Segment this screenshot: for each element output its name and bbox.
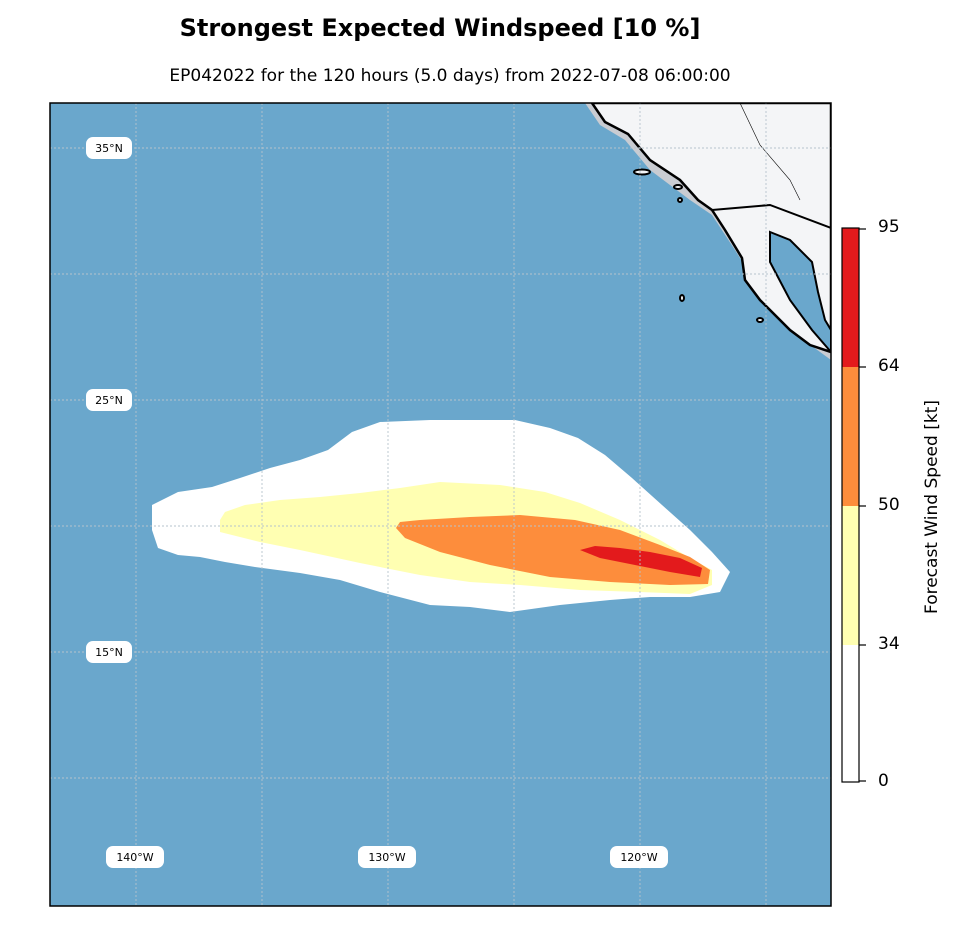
map-frame <box>49 102 832 907</box>
state-border <box>739 103 801 201</box>
graticule <box>50 103 831 906</box>
colorbar-band-64-95 <box>842 228 859 367</box>
colorbar-tick-label-64: 64 <box>878 356 900 376</box>
lon-labels: 140°W 130°W 120°W <box>106 846 668 868</box>
chart-subtitle: EP042022 for the 120 hours (5.0 days) fr… <box>169 66 731 86</box>
island <box>633 168 651 176</box>
land-us-mexico <box>590 103 831 354</box>
colorbar-tick-label-50: 50 <box>878 495 900 515</box>
lon-label-120w: 120°W <box>620 851 657 864</box>
colorbar-band-0-34 <box>842 645 859 782</box>
island <box>679 294 685 302</box>
island <box>673 184 683 190</box>
lat-label-15n: 15°N <box>95 646 123 659</box>
island <box>756 317 764 323</box>
colorbar-band-34-50 <box>842 506 859 645</box>
colorbar-frame <box>841 227 860 783</box>
swath-50-64kt <box>396 515 710 585</box>
lat-labels: 35°N 25°N 15°N <box>86 137 132 663</box>
intl-border <box>711 203 831 229</box>
colorbar-tick-label-95: 95 <box>878 217 900 237</box>
lat-label-25n: 25°N <box>95 394 123 407</box>
lat-label-35n: 35°N <box>95 142 123 155</box>
island <box>677 197 683 203</box>
chart-title: Strongest Expected Windspeed [10 %] <box>179 14 701 42</box>
colorbar-tick-label-34: 34 <box>878 634 900 654</box>
swath-64-95kt <box>580 546 702 577</box>
colorbar <box>841 227 866 783</box>
lon-label-140w: 140°W <box>116 851 153 864</box>
colorbar-title: Forecast Wind Speed [kt] <box>922 400 942 614</box>
gulf-of-california <box>769 230 831 354</box>
colorbar-band-50-64 <box>842 367 859 506</box>
lon-label-130w: 130°W <box>368 851 405 864</box>
colorbar-tick-label-0: 0 <box>878 771 889 791</box>
